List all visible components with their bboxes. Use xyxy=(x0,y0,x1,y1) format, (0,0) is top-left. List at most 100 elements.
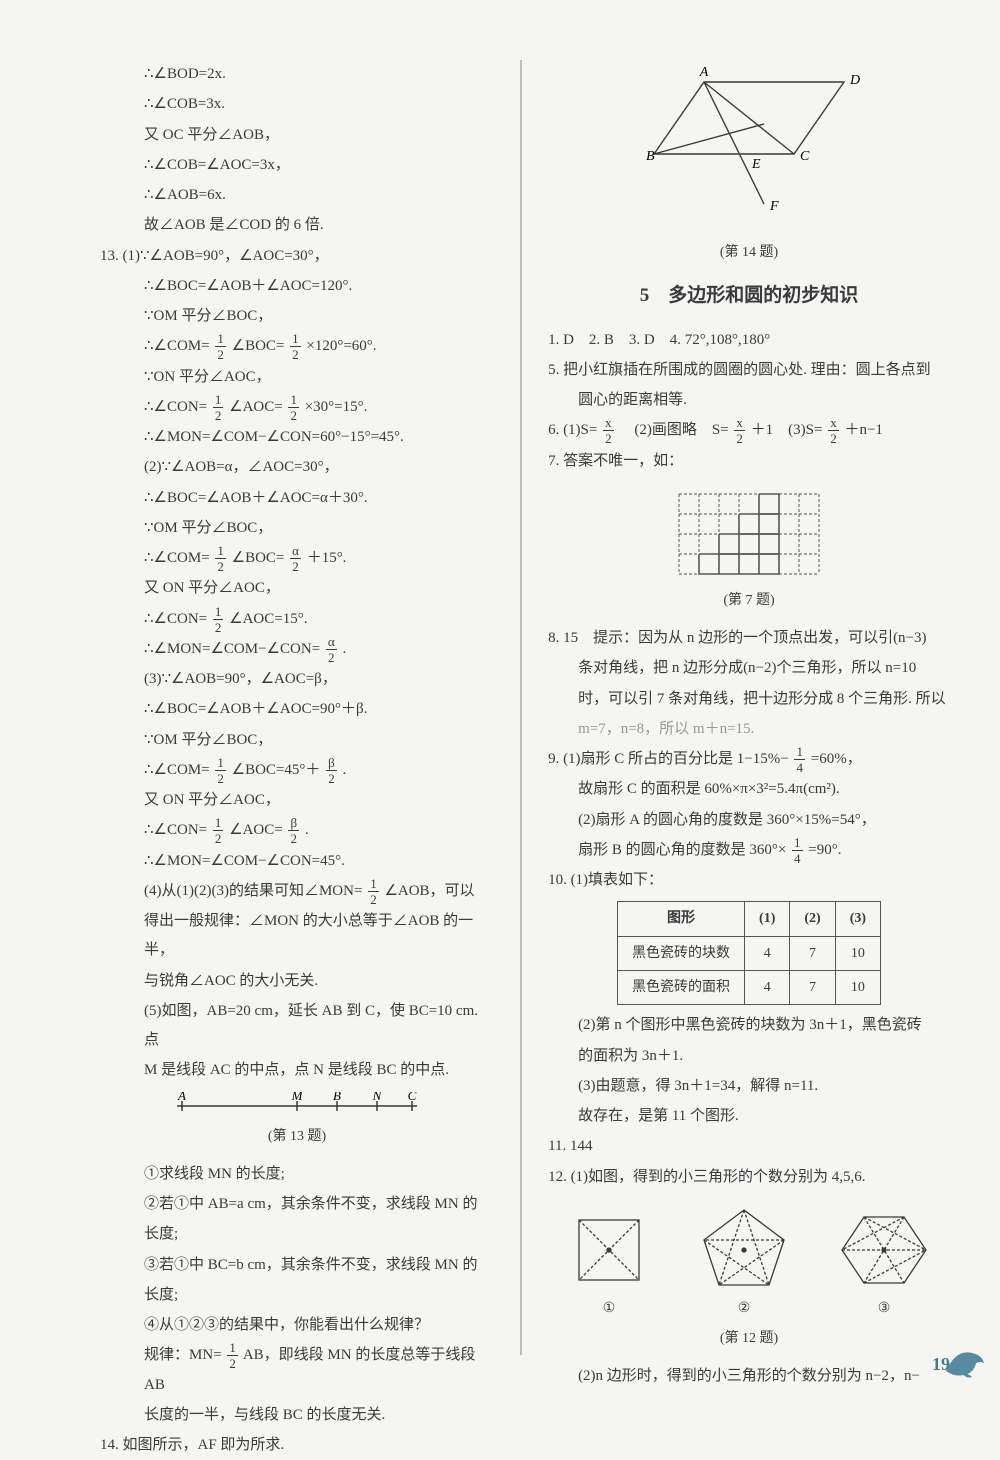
answer-line: 故扇形 C 的面积是 60%×π×3²=5.4π(cm²). xyxy=(548,775,950,804)
table-header: (2) xyxy=(790,902,835,936)
answer-line: (3)由题意，得 3n＋1=34，解得 n=11. xyxy=(548,1072,950,1101)
right-column: A D B C E F (第 14 题) 5 多边形和圆的初步知识 1. D 2… xyxy=(548,60,950,1355)
table-header: (3) xyxy=(835,902,880,936)
fraction-half: 12 xyxy=(213,816,224,845)
math-step: 又 ON 平分∠AOC， xyxy=(100,786,494,815)
table-cell: 7 xyxy=(790,970,835,1004)
table-cell: 7 xyxy=(790,936,835,970)
math-step: (3)∵∠AOB=90°，∠AOC=β， xyxy=(100,665,494,694)
answer-line: 故存在，是第 11 个图形. xyxy=(548,1102,950,1131)
answer-line: 10. (1)填表如下： xyxy=(548,866,950,895)
answer-line: 6. (1)S= x2 (2)画图略 S= x2 ＋1 (3)S= x2 ＋n−… xyxy=(548,416,950,445)
answer-line: 扇形 B 的圆心角的度数是 360°× 14 =90°. xyxy=(548,836,950,865)
number-line-figure: A M B N C xyxy=(167,1092,427,1120)
table-cell: 10 xyxy=(835,936,880,970)
fraction-quarter: 14 xyxy=(792,836,803,865)
column-divider xyxy=(520,60,522,1355)
math-step: (2)∵∠AOB=α，∠AOC=30°， xyxy=(100,453,494,482)
svg-text:C: C xyxy=(800,149,810,164)
svg-text:A: A xyxy=(699,65,709,80)
math-step: ③若①中 BC=b cm，其余条件不变，求线段 MN 的 xyxy=(100,1251,494,1280)
fraction-beta2: β2 xyxy=(326,756,337,785)
figure-14-parallelogram: A D B C E F xyxy=(634,64,864,224)
math-step: 故∠AOB 是∠COD 的 6 倍. xyxy=(100,211,494,240)
answer-line: (2)扇形 A 的圆心角的度数是 360°×15%=54°， xyxy=(548,806,950,835)
polygon-hexagon-icon xyxy=(834,1205,934,1295)
math-step: ∴∠BOC=∠AOB＋∠AOC=90°＋β. xyxy=(100,695,494,724)
answer-line: 12. (1)如图，得到的小三角形的个数分别为 4,5,6. xyxy=(548,1163,950,1192)
math-step: 与锐角∠AOC 的大小无关. xyxy=(100,967,494,996)
svg-text:F: F xyxy=(769,199,779,214)
math-step: ∴∠MON=∠COM−∠CON=60°−15°=45°. xyxy=(100,423,494,452)
math-step: 得出一般规律：∠MON 的大小总等于∠AOB 的一半， xyxy=(100,907,494,966)
table-cell: 4 xyxy=(745,970,790,1004)
answer-line: 7. 答案不唯一，如： xyxy=(548,447,950,476)
math-step: (1)∵∠AOB=90°，∠AOC=30°， xyxy=(123,248,329,264)
fraction-half: 12 xyxy=(288,393,299,422)
math-step: ∴∠CON= 12 ∠AOC= β2 . xyxy=(100,816,494,845)
svg-text:M: M xyxy=(291,1092,304,1103)
question-14: 14. 如图所示，AF 即为所求. xyxy=(100,1431,494,1460)
math-step: ∴∠BOC=∠AOB＋∠AOC=α＋30°. xyxy=(100,484,494,513)
svg-text:C: C xyxy=(408,1092,417,1103)
fraction-half: 12 xyxy=(213,605,224,634)
svg-text:A: A xyxy=(177,1092,186,1103)
math-step: 长度的一半，与线段 BC 的长度无关. xyxy=(100,1401,494,1430)
answer-line: 11. 144 xyxy=(548,1132,950,1161)
fraction-beta2: β2 xyxy=(288,816,299,845)
svg-text:B: B xyxy=(646,149,655,164)
math-step: ∴∠COM= 12 ∠BOC= α2 ＋15°. xyxy=(100,544,494,573)
section-title: 5 多边形和圆的初步知识 xyxy=(548,277,950,314)
table-cell: 黑色瓷砖的块数 xyxy=(618,936,745,970)
table-cell: 黑色瓷砖的面积 xyxy=(618,970,745,1004)
math-step: ④从①②③的结果中，你能看出什么规律？ xyxy=(100,1311,494,1340)
polygon-pentagon-icon xyxy=(694,1200,794,1295)
math-step: ∵ON 平分∠AOC， xyxy=(100,363,494,392)
fraction-alpha2: α2 xyxy=(290,544,301,573)
math-step: ∴∠MON=∠COM−∠CON= α2 . xyxy=(100,635,494,664)
figure-caption-13: (第 13 题) xyxy=(100,1123,494,1150)
answer-line: 9. (1)扇形 C 所占的百分比是 1−15%− 14 =60%， xyxy=(548,745,950,774)
answer-line: 的面积为 3n＋1. xyxy=(548,1042,950,1071)
figure-7-grid xyxy=(669,484,829,584)
fraction-half: 12 xyxy=(215,332,226,361)
math-step: (5)如图，AB=20 cm，延长 AB 到 C，使 BC=10 cm. 点 xyxy=(100,997,494,1056)
figure-caption-14: (第 14 题) xyxy=(548,239,950,266)
math-step: 又 ON 平分∠AOC， xyxy=(100,574,494,603)
math-step: ①求线段 MN 的长度; xyxy=(100,1160,494,1189)
q-num: 13. xyxy=(100,248,119,264)
math-step: ∵OM 平分∠BOC， xyxy=(100,726,494,755)
answer-line: 时，可以引 7 条对角线，把十边形分成 8 个三角形. 所以 xyxy=(548,685,950,714)
answer-line: (2)n 边形时，得到的小三角形的个数分别为 n−2，n− xyxy=(548,1362,950,1391)
dolphin-icon xyxy=(942,1343,988,1381)
answer-line: 圆心的距离相等. xyxy=(548,386,950,415)
math-step: ∴∠COM= 12 ∠BOC= 12 ×120°=60°. xyxy=(100,332,494,361)
fraction-quarter: 14 xyxy=(794,745,805,774)
svg-text:N: N xyxy=(372,1092,383,1103)
answer-line: (2)第 n 个图形中黑色瓷砖的块数为 3n＋1，黑色瓷砖 xyxy=(548,1011,950,1040)
table-cell: 4 xyxy=(745,936,790,970)
math-step: ∴∠CON= 12 ∠AOC= 12 ×30°=15°. xyxy=(100,393,494,422)
math-step: ∴∠COB=3x. xyxy=(100,90,494,119)
math-step: ∴∠AOB=6x. xyxy=(100,181,494,210)
fraction-half: 12 xyxy=(215,544,226,573)
math-step: ∴∠MON=∠COM−∠CON=45°. xyxy=(100,847,494,876)
fraction-half: 12 xyxy=(227,1341,238,1370)
polygon-square-icon xyxy=(564,1205,654,1295)
answer-line: 1. D 2. B 3. D 4. 72°,108°,180° xyxy=(548,326,950,355)
svg-text:E: E xyxy=(751,157,761,172)
fraction-x2: x2 xyxy=(734,416,745,445)
math-step: 长度; xyxy=(100,1220,494,1249)
fraction-x2: x2 xyxy=(828,416,839,445)
math-step: ∴∠COM= 12 ∠BOC=45°＋ β2 . xyxy=(100,756,494,785)
figure-caption-12: (第 12 题) xyxy=(548,1325,950,1352)
math-step: ∵OM 平分∠BOC， xyxy=(100,302,494,331)
svg-text:D: D xyxy=(849,73,860,88)
math-step: ∵OM 平分∠BOC， xyxy=(100,514,494,543)
math-step: M 是线段 AC 的中点，点 N 是线段 BC 的中点. xyxy=(100,1056,494,1085)
math-step: ∴∠BOD=2x. xyxy=(100,60,494,89)
left-column: ∴∠BOD=2x. ∴∠COB=3x. 又 OC 平分∠AOB， ∴∠COB=∠… xyxy=(100,60,494,1355)
table-header: 图形 xyxy=(618,902,745,936)
figure-12-polygons: ① ② xyxy=(548,1200,950,1322)
math-step: 又 OC 平分∠AOB， xyxy=(100,121,494,150)
